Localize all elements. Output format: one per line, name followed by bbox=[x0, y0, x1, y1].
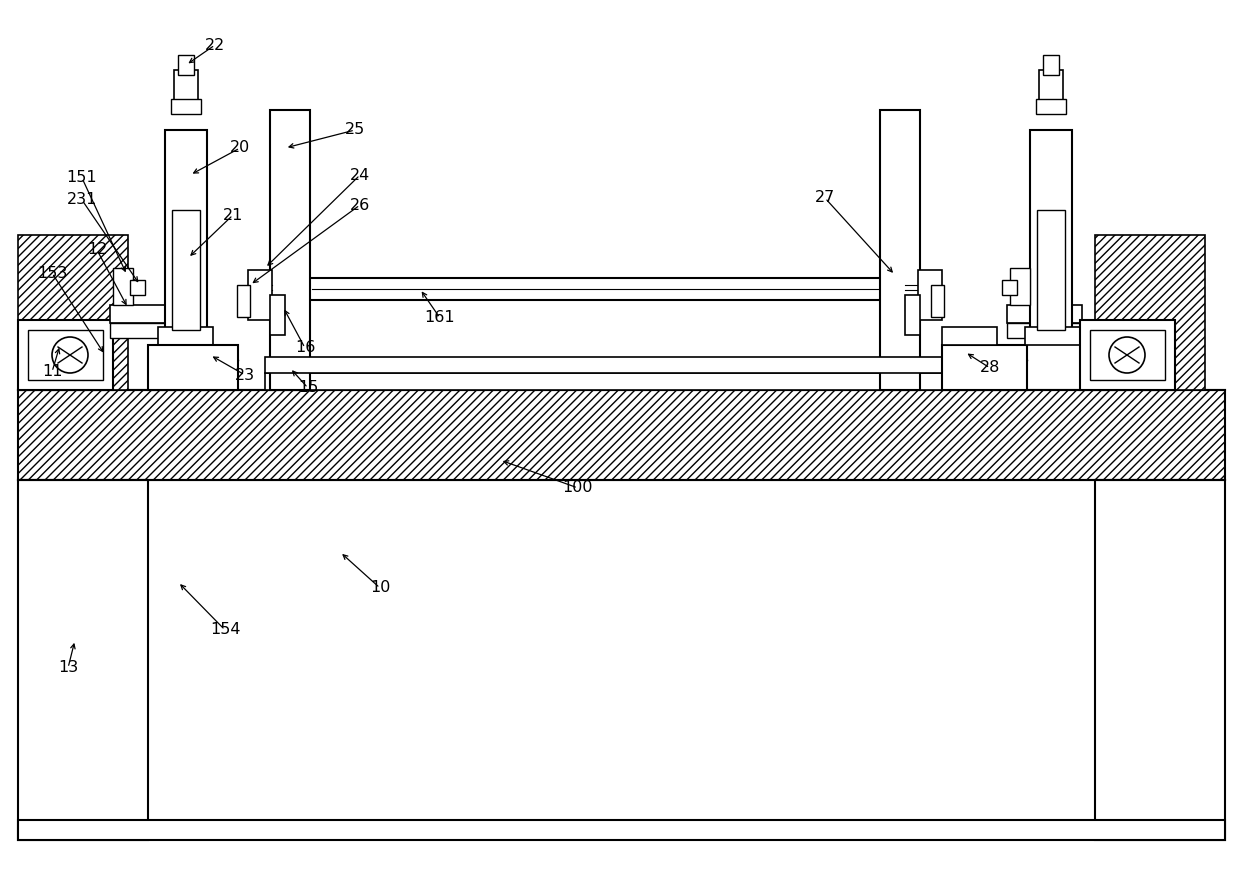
Bar bbox=[1011, 268, 1030, 305]
Bar bbox=[1039, 70, 1063, 105]
Circle shape bbox=[1109, 337, 1145, 373]
Bar bbox=[29, 330, 103, 380]
Bar bbox=[248, 270, 272, 320]
Text: 151: 151 bbox=[67, 171, 97, 186]
Bar bbox=[172, 210, 200, 330]
Text: 100: 100 bbox=[563, 480, 593, 495]
Bar bbox=[179, 55, 193, 75]
Bar bbox=[237, 285, 250, 317]
Bar bbox=[19, 820, 1225, 840]
Bar bbox=[19, 320, 113, 390]
Text: 22: 22 bbox=[205, 38, 226, 52]
Bar bbox=[174, 70, 198, 105]
Text: 21: 21 bbox=[223, 207, 243, 222]
Bar bbox=[270, 110, 310, 390]
Bar bbox=[905, 295, 920, 335]
Bar bbox=[942, 345, 1027, 390]
Text: 161: 161 bbox=[424, 311, 455, 326]
Bar bbox=[1007, 305, 1083, 323]
Bar bbox=[19, 390, 1225, 480]
Bar bbox=[165, 130, 207, 330]
Bar bbox=[1095, 480, 1225, 840]
Text: 154: 154 bbox=[210, 622, 241, 638]
Bar bbox=[265, 373, 960, 390]
Bar bbox=[270, 295, 285, 335]
Bar bbox=[1090, 330, 1166, 380]
Text: 23: 23 bbox=[234, 368, 255, 382]
Text: 10: 10 bbox=[370, 580, 391, 596]
Bar bbox=[880, 110, 920, 390]
Bar bbox=[19, 235, 128, 390]
Bar bbox=[110, 323, 185, 338]
Bar bbox=[148, 345, 238, 390]
Text: 13: 13 bbox=[58, 661, 78, 676]
Bar bbox=[1002, 280, 1017, 295]
Bar bbox=[113, 268, 133, 305]
Text: 16: 16 bbox=[295, 340, 315, 355]
Bar bbox=[918, 270, 942, 320]
Bar bbox=[1007, 323, 1083, 338]
Bar bbox=[19, 480, 148, 840]
Text: 27: 27 bbox=[815, 191, 835, 206]
Bar bbox=[1030, 130, 1073, 330]
Text: 24: 24 bbox=[350, 167, 370, 183]
Text: 28: 28 bbox=[980, 360, 1001, 375]
Text: 11: 11 bbox=[42, 365, 62, 380]
Bar bbox=[1043, 55, 1059, 75]
Bar bbox=[942, 327, 997, 345]
Circle shape bbox=[52, 337, 88, 373]
Bar bbox=[1095, 235, 1205, 390]
Text: 20: 20 bbox=[229, 141, 250, 156]
Bar bbox=[1025, 327, 1080, 345]
Text: 12: 12 bbox=[87, 242, 107, 257]
Text: 153: 153 bbox=[37, 265, 67, 281]
Text: 15: 15 bbox=[298, 381, 319, 396]
Bar bbox=[171, 99, 201, 114]
Bar bbox=[265, 357, 960, 373]
Bar bbox=[1080, 320, 1176, 390]
Bar bbox=[1037, 210, 1065, 330]
Bar bbox=[110, 305, 185, 323]
Bar bbox=[130, 280, 145, 295]
Text: 25: 25 bbox=[345, 123, 365, 137]
Text: 231: 231 bbox=[67, 192, 97, 207]
Bar bbox=[1035, 99, 1066, 114]
Bar bbox=[157, 327, 213, 345]
Bar bbox=[931, 285, 944, 317]
Text: 26: 26 bbox=[350, 198, 370, 213]
